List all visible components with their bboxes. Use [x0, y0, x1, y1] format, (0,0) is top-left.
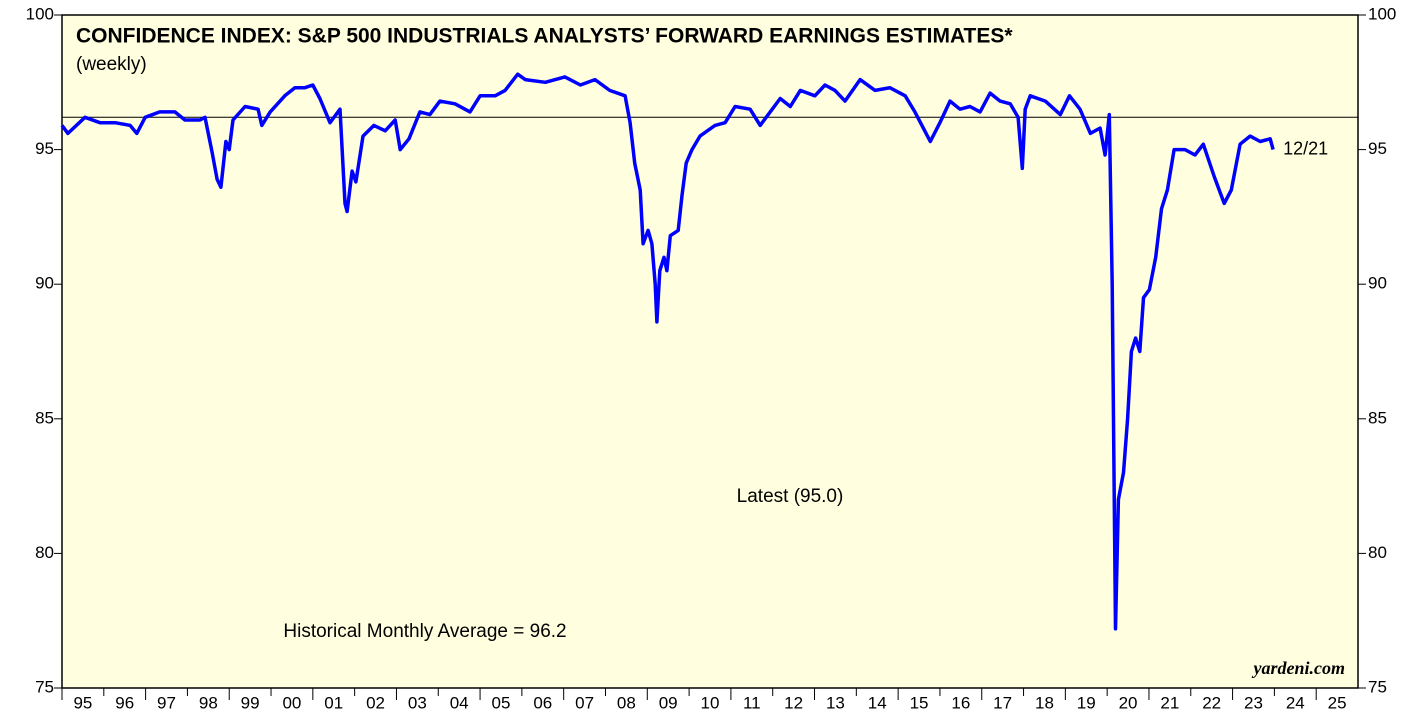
x-tick-label: 14: [868, 693, 887, 712]
y2-tick-label: 80: [1368, 543, 1387, 562]
x-tick-label: 03: [408, 693, 427, 712]
y-tick-label: 75: [35, 677, 54, 696]
x-tick-label: 09: [659, 693, 678, 712]
plot-area: [61, 14, 1359, 689]
x-tick-label: 11: [743, 693, 761, 712]
x-tick-label: 08: [617, 693, 636, 712]
chart-title: CONFIDENCE INDEX: S&P 500 INDUSTRIALS AN…: [76, 25, 1013, 48]
y2-tick-label: 90: [1368, 274, 1387, 293]
x-tick-label: 21: [1160, 693, 1179, 712]
average-label: Historical Monthly Average = 96.2: [283, 621, 566, 642]
y-tick-label: 85: [35, 408, 54, 427]
y2-tick-label: 75: [1368, 677, 1387, 696]
x-tick-label: 12: [784, 693, 803, 712]
x-tick-label: 13: [826, 693, 845, 712]
x-tick-label: 04: [450, 693, 469, 712]
x-tick-label: 00: [282, 693, 301, 712]
y-tick-label: 90: [35, 274, 54, 293]
y-tick-label: 95: [35, 139, 54, 158]
x-tick-label: 18: [1035, 693, 1054, 712]
x-tick-label: 23: [1244, 693, 1263, 712]
x-tick-label: 17: [993, 693, 1012, 712]
x-tick-label: 10: [701, 693, 720, 712]
y-tick-label: 100: [26, 4, 54, 23]
x-tick-label: 97: [157, 693, 176, 712]
x-tick-label: 96: [115, 693, 134, 712]
chart-subtitle: (weekly): [76, 54, 147, 75]
data-line: [60, 72, 1275, 631]
x-tick-label: 05: [492, 693, 511, 712]
x-tick-label: 95: [73, 693, 92, 712]
source: yardeni.com: [1252, 658, 1346, 678]
x-tick-label: 99: [241, 693, 260, 712]
x-tick-label: 15: [910, 693, 929, 712]
x-tick-label: 16: [951, 693, 970, 712]
x-tick-label: 25: [1328, 693, 1347, 712]
x-tick-label: 01: [324, 693, 343, 712]
y-tick-label: 80: [35, 543, 54, 562]
latest-label: Latest (95.0): [737, 486, 844, 507]
x-tick-label: 07: [575, 693, 594, 712]
x-tick-label: 20: [1119, 693, 1138, 712]
y2-tick-label: 95: [1368, 139, 1387, 158]
x-tick-label: 19: [1077, 693, 1096, 712]
y2-tick-label: 85: [1368, 408, 1387, 427]
x-tick-label: 06: [533, 693, 552, 712]
x-tick-label: 24: [1286, 693, 1305, 712]
y2-tick-label: 100: [1368, 4, 1396, 23]
x-tick-label: 98: [199, 693, 218, 712]
end-label: 12/21: [1283, 138, 1328, 158]
x-tick-label: 02: [366, 693, 385, 712]
x-tick-label: 22: [1202, 693, 1221, 712]
